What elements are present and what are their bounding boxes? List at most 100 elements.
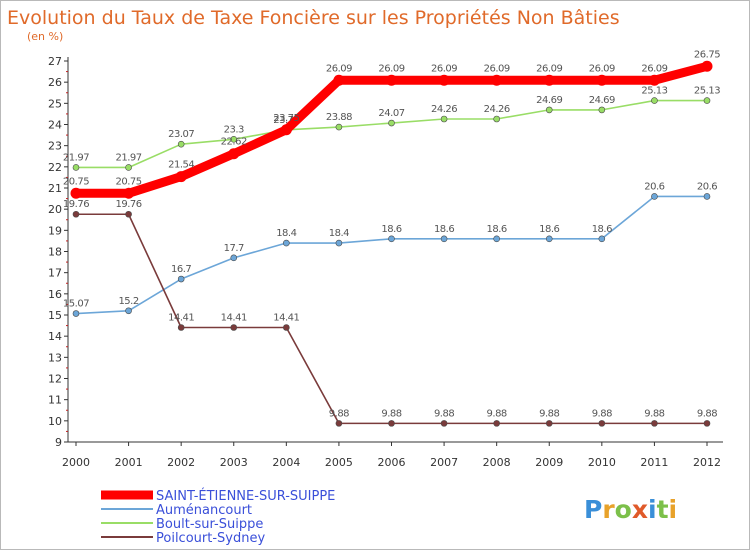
data-point	[703, 420, 711, 427]
x-tick-label: 2003	[220, 456, 248, 469]
y-tick-label: 19	[48, 224, 62, 237]
y-tick-label: 10	[48, 415, 62, 428]
data-point	[388, 119, 395, 127]
data-label: 14.41	[221, 312, 247, 323]
y-tick-label: 22	[48, 161, 62, 174]
data-point	[335, 123, 343, 131]
data-label: 23.75	[273, 113, 299, 124]
data-point	[228, 148, 240, 160]
data-point	[545, 106, 553, 114]
data-point	[177, 275, 185, 283]
data-label: 25.13	[641, 86, 667, 97]
data-label: 9.88	[644, 408, 664, 419]
data-label: 26.09	[431, 63, 457, 74]
data-point	[701, 60, 713, 72]
data-point	[598, 420, 606, 427]
legend-label: Boult-sur-Suippe	[156, 517, 263, 532]
x-tick-label: 2000	[62, 456, 90, 469]
x-tick-label: 2012	[693, 456, 721, 469]
legend-label: SAINT-ÉTIENNE-SUR-SUIPPE	[156, 488, 335, 504]
y-tick-label: 17	[48, 267, 62, 280]
data-point	[333, 74, 345, 86]
legend-label: Auménancourt	[156, 503, 252, 518]
data-point	[177, 140, 185, 148]
data-label: 17.7	[224, 243, 244, 254]
data-label: 24.26	[431, 104, 457, 115]
data-point	[651, 193, 658, 200]
data-label: 23.75	[273, 115, 299, 126]
data-label: 9.88	[697, 408, 717, 419]
data-label: 25.13	[694, 86, 720, 97]
data-point	[545, 235, 553, 243]
data-label: 20.75	[116, 176, 142, 187]
data-point	[230, 254, 238, 262]
data-point	[493, 115, 500, 123]
legend-label: Poilcourt-Sydney	[156, 531, 265, 546]
data-label: 26.09	[641, 63, 667, 74]
data-label: 26.09	[484, 63, 510, 74]
data-point	[123, 187, 135, 199]
y-tick-label: 25	[48, 97, 62, 110]
data-label: 24.69	[536, 95, 562, 106]
chart-title: Evolution du Taux de Taxe Foncière sur l…	[7, 7, 620, 29]
series-line	[75, 195, 708, 315]
series-1: 15.07 15.2 16.7 17.7 18.4 18.4 18.6 18.6 18.6 18.…	[63, 181, 718, 317]
data-point	[440, 420, 448, 427]
y-tick-label: 18	[48, 246, 62, 259]
data-label: 9.88	[329, 408, 349, 419]
x-tick-label: 2009	[535, 456, 563, 469]
x-tick-label: 2006	[378, 456, 406, 469]
data-point	[283, 239, 290, 247]
data-point	[70, 187, 82, 199]
y-tick-label: 16	[48, 288, 62, 301]
data-point	[651, 97, 658, 104]
data-point	[598, 235, 606, 243]
data-label: 18.6	[539, 224, 559, 235]
data-point	[175, 171, 187, 183]
data-point	[596, 74, 608, 86]
y-tick-label: 14	[48, 330, 62, 343]
data-point	[543, 74, 555, 86]
data-point	[230, 324, 238, 331]
data-label: 18.6	[381, 224, 401, 235]
legend: SAINT-ÉTIENNE-SUR-SUIPPEAuménancourtBoul…	[101, 488, 335, 546]
data-point	[703, 97, 711, 104]
proxiti-logo-text: Proxiti	[584, 495, 677, 524]
x-tick-label: 2008	[483, 456, 511, 469]
proxiti-logo: Proxiti	[584, 495, 677, 524]
y-tick-label: 15	[48, 309, 62, 322]
data-point	[703, 193, 711, 200]
data-label: 9.88	[487, 408, 507, 419]
y-tick-label: 20	[48, 203, 62, 216]
data-label: 18.6	[592, 224, 612, 235]
x-tick-label: 2001	[115, 456, 143, 469]
data-label: 21.97	[116, 152, 142, 163]
axes: 9 10 11 12 13 14 15 16 17 18 19 20 21 22 23 24 25 26 27 200…	[48, 55, 723, 469]
y-tick-label: 23	[48, 140, 62, 153]
data-point	[125, 307, 132, 315]
x-tick-label: 2011	[640, 456, 668, 469]
data-label: 22.62	[221, 137, 247, 148]
data-label: 26.09	[378, 63, 404, 74]
data-label: 21.97	[63, 152, 89, 163]
data-label: 20.75	[63, 176, 89, 187]
data-label: 9.88	[434, 408, 454, 419]
y-tick-label: 27	[48, 55, 62, 68]
x-tick-label: 2010	[588, 456, 616, 469]
data-point	[493, 235, 500, 243]
y-tick-label: 11	[48, 394, 62, 407]
data-point	[598, 106, 606, 114]
data-label: 15.2	[118, 296, 138, 307]
data-label: 26.09	[536, 63, 562, 74]
data-point	[335, 239, 343, 247]
data-label: 20.6	[644, 181, 664, 192]
data-label: 26.09	[326, 63, 352, 74]
data-point	[72, 210, 80, 218]
data-label: 19.76	[116, 199, 142, 210]
data-point	[177, 324, 185, 331]
data-point	[125, 210, 132, 218]
y-tick-label: 12	[48, 373, 62, 386]
data-label: 15.07	[63, 299, 89, 310]
data-label: 9.88	[592, 408, 612, 419]
